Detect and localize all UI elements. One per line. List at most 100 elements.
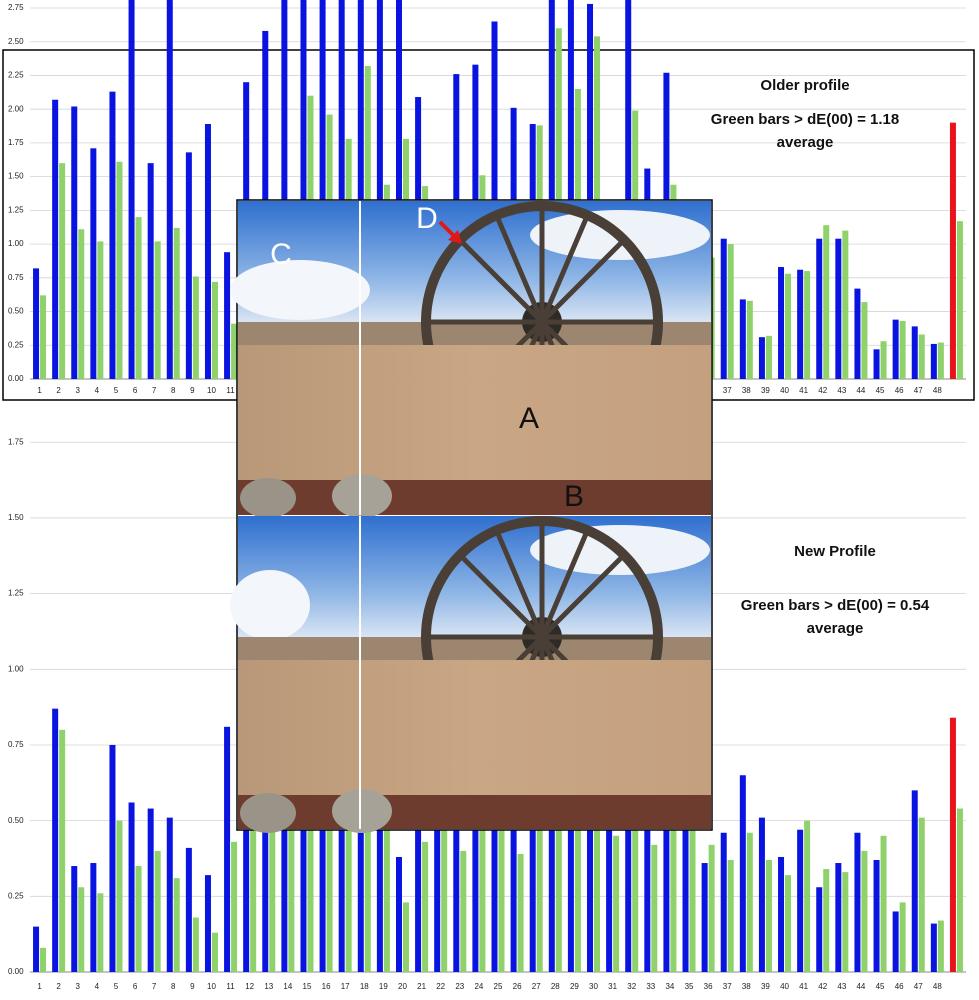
x-tick-label: 9 <box>190 982 195 991</box>
bar <box>880 341 887 379</box>
bar <box>835 238 842 379</box>
bar <box>472 796 479 972</box>
bar <box>899 902 906 972</box>
x-tick-label: 8 <box>171 982 176 991</box>
beam <box>238 795 711 829</box>
carving <box>240 793 296 833</box>
bar <box>204 124 211 379</box>
bar <box>33 926 40 972</box>
bar <box>880 835 887 972</box>
x-tick-label: 24 <box>474 982 483 991</box>
annotation: Older profile <box>760 77 849 94</box>
y-tick-label: 1.50 <box>8 513 24 522</box>
bar <box>90 863 97 972</box>
bar <box>536 823 543 972</box>
roof <box>238 322 711 346</box>
bar <box>797 829 804 972</box>
bar <box>59 163 66 379</box>
bar <box>587 796 594 972</box>
bar <box>892 911 899 972</box>
x-tick-label: 28 <box>551 982 560 991</box>
y-tick-label: 0.50 <box>8 307 24 316</box>
bar <box>52 99 59 379</box>
bar <box>90 148 97 379</box>
bar <box>40 947 47 972</box>
x-tick-label: 7 <box>152 386 157 395</box>
bar <box>548 0 555 379</box>
bar <box>861 850 868 972</box>
bar <box>765 860 772 972</box>
y-tick-label: 0.00 <box>8 374 24 383</box>
y-tick-label: 2.50 <box>8 37 24 46</box>
bar <box>746 300 753 379</box>
bar <box>78 229 85 379</box>
bar <box>778 856 785 972</box>
bar <box>300 0 307 379</box>
bar <box>422 841 429 972</box>
bar <box>338 799 345 972</box>
bar <box>231 841 238 972</box>
bar <box>567 805 574 972</box>
bar <box>594 823 601 972</box>
x-tick-label: 10 <box>207 386 216 395</box>
x-tick-label: 48 <box>933 386 942 395</box>
bar <box>587 3 594 379</box>
bar <box>128 0 135 379</box>
x-tick-label: 40 <box>780 982 789 991</box>
x-tick-label: 47 <box>914 386 923 395</box>
bar <box>956 808 963 972</box>
bar <box>918 334 925 379</box>
x-tick-label: 44 <box>856 386 865 395</box>
bar <box>548 790 555 972</box>
y-tick-label: 0.50 <box>8 816 24 825</box>
annotation: average <box>807 620 864 637</box>
bar <box>281 796 288 972</box>
bar <box>739 775 746 972</box>
bar <box>555 826 562 972</box>
x-tick-label: 33 <box>646 982 655 991</box>
x-tick-label: 5 <box>114 386 119 395</box>
y-tick-label: 1.75 <box>8 437 24 446</box>
x-tick-label: 19 <box>379 982 388 991</box>
bar <box>479 826 486 972</box>
bar <box>33 268 40 379</box>
bar <box>574 820 581 972</box>
bar <box>109 744 116 972</box>
y-tick-label: 1.00 <box>8 239 24 248</box>
x-tick-label: 38 <box>742 982 751 991</box>
bar <box>326 826 333 972</box>
bar <box>231 323 238 379</box>
y-tick-label: 1.00 <box>8 664 24 673</box>
x-tick-label: 10 <box>207 982 216 991</box>
bar <box>758 817 765 972</box>
photo-label: D <box>416 202 438 235</box>
bar <box>211 281 218 379</box>
y-tick-label: 1.25 <box>8 205 24 214</box>
roof <box>238 637 711 661</box>
x-tick-label: 39 <box>761 386 770 395</box>
bar <box>911 790 918 972</box>
bar <box>116 161 123 379</box>
carving <box>332 474 392 518</box>
x-tick-label: 8 <box>171 386 176 395</box>
bar <box>930 923 937 972</box>
x-tick-label: 39 <box>761 982 770 991</box>
bar <box>204 875 211 972</box>
x-tick-label: 43 <box>837 386 846 395</box>
bar <box>873 860 880 972</box>
bar <box>434 790 441 972</box>
bar <box>892 319 899 379</box>
bar <box>670 823 677 972</box>
bar <box>243 790 250 972</box>
y-tick-label: 1.75 <box>8 138 24 147</box>
photo-label: B <box>564 480 584 513</box>
bar <box>613 835 620 972</box>
x-tick-label: 41 <box>799 982 808 991</box>
x-tick-label: 46 <box>895 982 904 991</box>
bar <box>625 0 632 379</box>
bar <box>682 802 689 972</box>
x-tick-label: 37 <box>723 386 732 395</box>
bar <box>364 823 371 972</box>
y-tick-label: 2.00 <box>8 104 24 113</box>
